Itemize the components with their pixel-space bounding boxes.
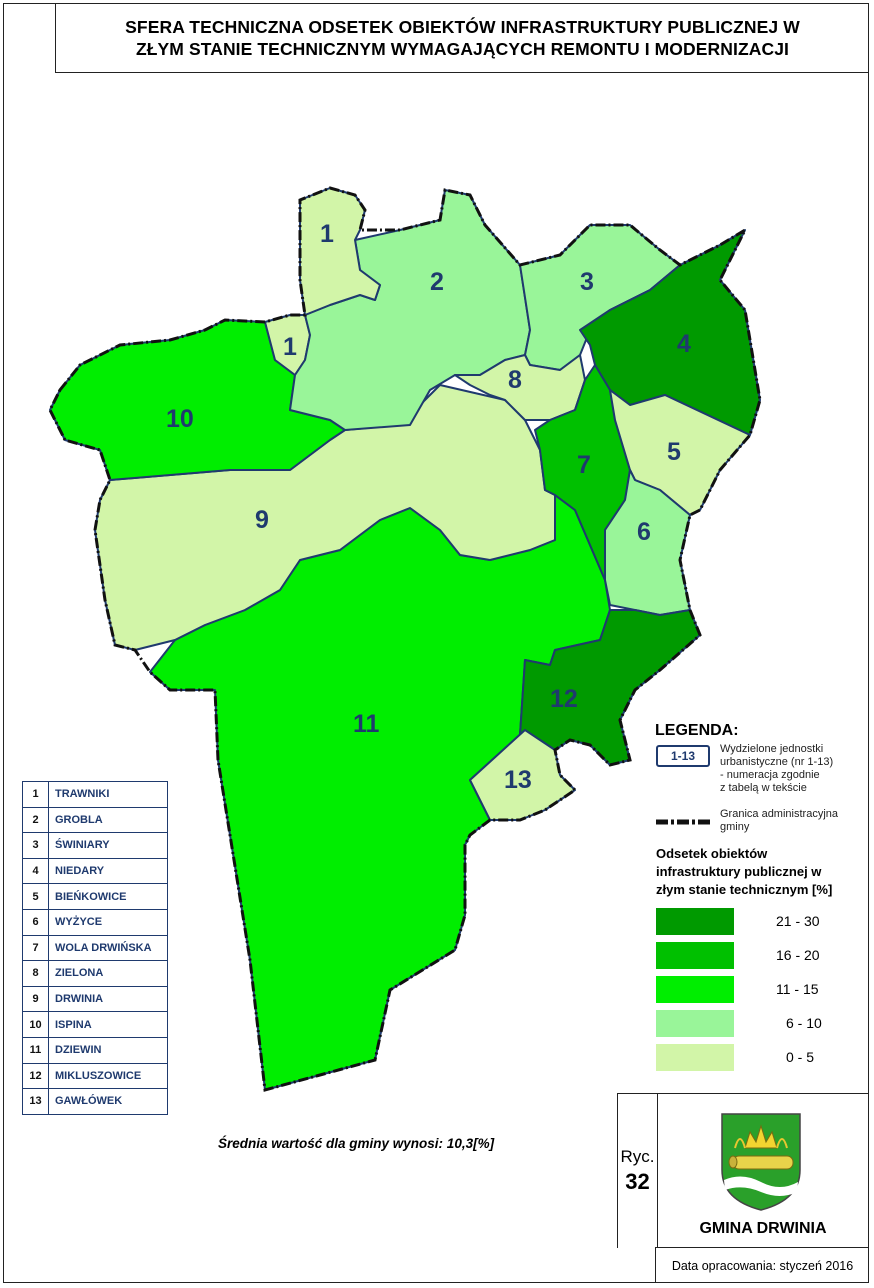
table-row: 12 MIKLUSZOWICE	[22, 1062, 168, 1090]
date-label: Data opracowania: styczeń 2016	[655, 1247, 869, 1283]
legend-unit-desc-4: z tabelą w tekście	[720, 782, 807, 794]
region-label-7: 7	[577, 451, 591, 479]
table-row: 8 ZIELONA	[22, 960, 168, 987]
region-label-1a: 1	[320, 220, 334, 248]
table-row: 6 WYŻYCE	[22, 908, 168, 936]
legend-class-label: 21 - 30	[776, 913, 820, 929]
unit-name: ZIELONA	[48, 960, 168, 987]
region-label-2: 2	[430, 268, 444, 296]
table-row: 11 DZIEWIN	[22, 1036, 168, 1064]
municipality-name: GMINA DRWINIA	[699, 1220, 827, 1237]
region-label-12: 12	[550, 685, 578, 713]
table-row: 5 BIEŃKOWICE	[22, 883, 168, 910]
region-label-9: 9	[255, 506, 269, 534]
figure-number: 32	[625, 1169, 650, 1194]
unit-name: TRAWNIKI	[48, 781, 168, 808]
legend-unit-desc-3: - numeracja zgodnie	[720, 769, 820, 781]
region-label-11: 11	[353, 710, 380, 738]
unit-name: WOLA DRWIŃSKA	[48, 934, 168, 962]
unit-name: DRWINIA	[48, 985, 168, 1013]
unit-number: 9	[22, 985, 49, 1013]
unit-name: NIEDARY	[48, 857, 168, 885]
municipality-boundary	[48, 186, 762, 1092]
legend-swatch-0-5	[656, 1044, 734, 1071]
unit-number: 2	[22, 806, 49, 834]
unit-name: GROBLA	[48, 806, 168, 834]
legend-class-label: 6 - 10	[786, 1015, 822, 1031]
coat-of-arms-icon	[721, 1113, 801, 1211]
table-row: 7 WOLA DRWIŃSKA	[22, 934, 168, 962]
region-label-6: 6	[637, 518, 651, 546]
unit-name: DZIEWIN	[48, 1036, 168, 1064]
unit-number: 13	[22, 1088, 49, 1115]
unit-name: MIKLUSZOWICE	[48, 1062, 168, 1090]
municipality-box	[657, 1093, 869, 1248]
table-row: 10 ISPINA	[22, 1011, 168, 1038]
legend-swatch-21-30	[656, 908, 734, 935]
region-label-3: 3	[580, 268, 594, 296]
table-row: 4 NIEDARY	[22, 857, 168, 885]
table-row: 1 TRAWNIKI	[22, 781, 168, 808]
unit-name: ŚWINIARY	[48, 832, 168, 859]
table-row: 2 GROBLA	[22, 806, 168, 834]
page-frame	[3, 3, 869, 1283]
region-label-5: 5	[667, 438, 681, 466]
unit-name: WYŻYCE	[48, 908, 168, 936]
table-row: 3 ŚWINIARY	[22, 832, 168, 859]
region-label-4: 4	[677, 330, 691, 358]
legend-scale-title-2: infrastruktury publicznej w	[656, 864, 822, 879]
legend-scale-title: Odsetek obiektów infrastruktury publiczn…	[656, 845, 866, 899]
unit-number: 8	[22, 960, 49, 987]
unit-number: 6	[22, 908, 49, 936]
map-title: SFERA TECHNICZNA ODSETEK OBIEKTÓW INFRAS…	[55, 3, 869, 73]
region-label-10: 10	[166, 405, 194, 433]
legend-scale-title-1: Odsetek obiektów	[656, 846, 768, 861]
legend-scale-title-3: złym stanie technicznym [%]	[656, 882, 833, 897]
unit-number: 10	[22, 1011, 49, 1038]
legend-swatch-16-20	[656, 942, 734, 969]
unit-name: GAWŁÓWEK	[48, 1088, 168, 1115]
table-row: 13 GAWŁÓWEK	[22, 1088, 168, 1115]
region-label-1b: 1	[283, 333, 297, 361]
legend-class-label: 16 - 20	[776, 947, 820, 963]
title-line-2: ZŁYM STANIE TECHNICZNYM WYMAGAJĄCYCH REM…	[135, 38, 790, 59]
unit-name: ISPINA	[48, 1011, 168, 1038]
units-table: 1 TRAWNIKI 2 GROBLA 3 ŚWINIARY 4 NIEDARY 5 BI…	[22, 781, 168, 1115]
legend-class-label: 0 - 5	[786, 1049, 815, 1065]
figure-number-box: Ryc. 32	[617, 1093, 658, 1248]
unit-number: 5	[22, 883, 49, 910]
unit-name: BIEŃKOWICE	[48, 883, 168, 910]
unit-number: 7	[22, 934, 49, 962]
legend-unit-desc-2: urbanistyczne (nr 1-13)	[720, 756, 834, 768]
unit-number: 3	[22, 832, 49, 859]
legend-class-label: 11 - 15	[776, 981, 819, 997]
title-line-1: SFERA TECHNICZNA ODSETEK OBIEKTÓW INFRAS…	[125, 16, 800, 37]
legend-title: LEGENDA:	[655, 722, 739, 739]
unit-number: 4	[22, 857, 49, 885]
legend-swatch-11-15	[656, 976, 734, 1003]
legend-boundary-label-2: gminy	[720, 821, 750, 833]
legend-unit-desc-1: Wydzielone jednostki	[720, 743, 824, 755]
unit-number: 12	[22, 1062, 49, 1090]
unit-number: 1	[22, 781, 49, 808]
region-label-13: 13	[504, 766, 532, 794]
region-label-8: 8	[508, 366, 522, 394]
average-note: Średnia wartość dla gminy wynosi: 10,3[%…	[218, 1136, 495, 1151]
figure-word: Ryc.	[620, 1147, 655, 1166]
table-row: 9 DRWINIA	[22, 985, 168, 1013]
legend-boundary-label-1: Granica administracyjna	[720, 808, 838, 820]
legend-swatch-6-10	[656, 1010, 734, 1037]
unit-number: 11	[22, 1036, 49, 1064]
legend-unit-symbol: 1-13	[656, 745, 710, 767]
